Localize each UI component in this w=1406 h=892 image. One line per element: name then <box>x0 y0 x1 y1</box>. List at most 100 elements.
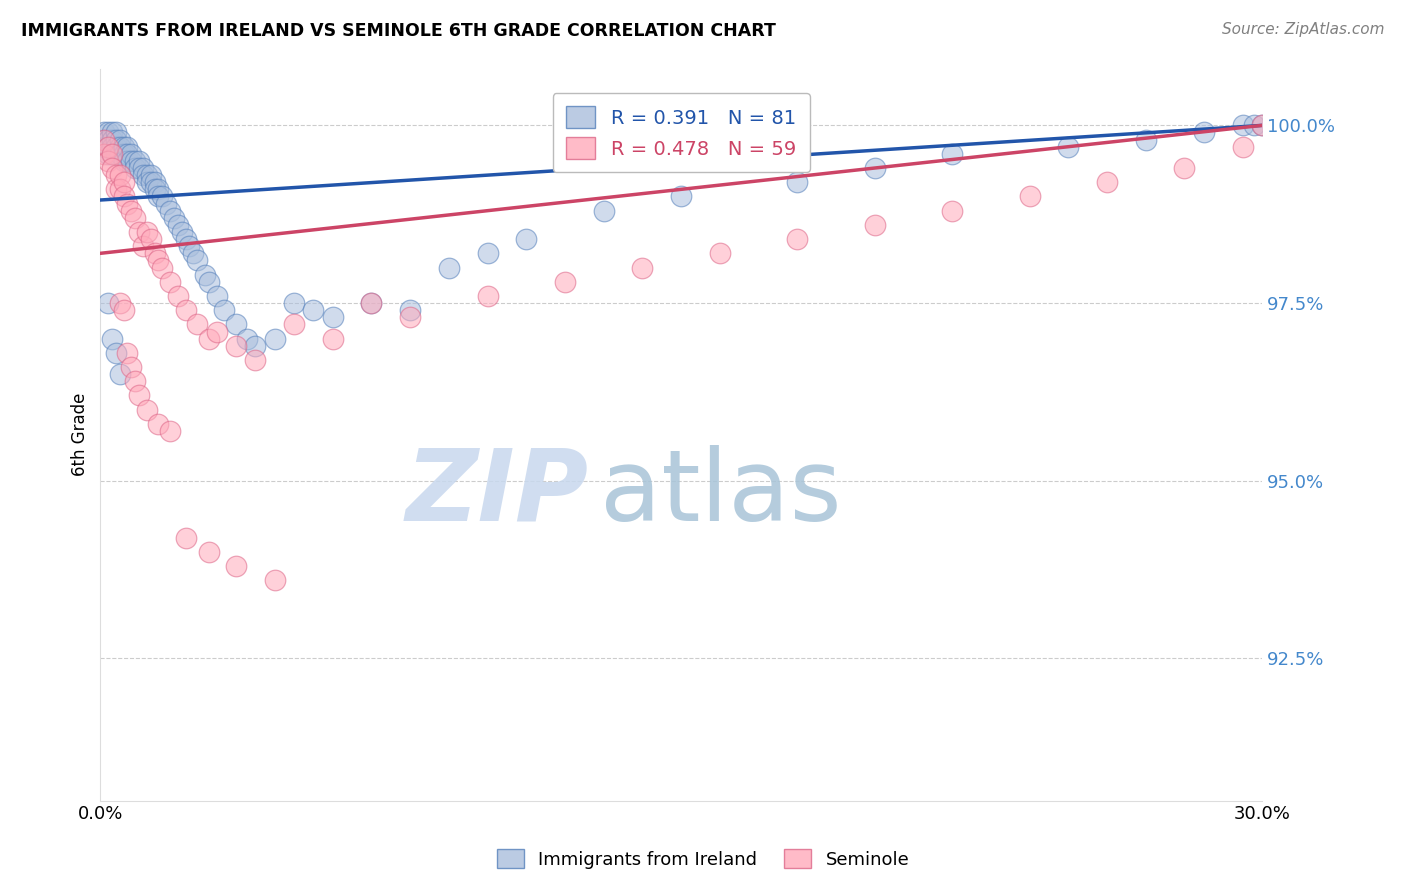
Point <box>148 189 170 203</box>
Point <box>101 146 124 161</box>
Point <box>135 168 157 182</box>
Point <box>150 260 173 275</box>
Point <box>104 182 127 196</box>
Point <box>263 332 285 346</box>
Point <box>97 139 120 153</box>
Point <box>477 246 499 260</box>
Point <box>322 332 344 346</box>
Point <box>166 289 188 303</box>
Point <box>104 168 127 182</box>
Point <box>128 388 150 402</box>
Point <box>179 239 201 253</box>
Point <box>283 318 305 332</box>
Point <box>132 161 155 175</box>
Point <box>97 146 120 161</box>
Point <box>97 153 120 168</box>
Point <box>101 132 124 146</box>
Point <box>155 196 177 211</box>
Point <box>108 146 131 161</box>
Point <box>104 126 127 140</box>
Point <box>120 153 142 168</box>
Point <box>360 296 382 310</box>
Point <box>863 161 886 175</box>
Point <box>128 225 150 239</box>
Point <box>1018 189 1040 203</box>
Point <box>117 139 139 153</box>
Point <box>399 310 422 325</box>
Point <box>93 126 115 140</box>
Point <box>554 275 576 289</box>
Point <box>1232 139 1254 153</box>
Point <box>174 303 197 318</box>
Point <box>120 146 142 161</box>
Point <box>205 289 228 303</box>
Point <box>1251 119 1274 133</box>
Text: Source: ZipAtlas.com: Source: ZipAtlas.com <box>1222 22 1385 37</box>
Point <box>143 175 166 189</box>
Point <box>97 296 120 310</box>
Point <box>159 203 181 218</box>
Point <box>148 253 170 268</box>
Point <box>97 126 120 140</box>
Point <box>101 139 124 153</box>
Point <box>360 296 382 310</box>
Point <box>143 246 166 260</box>
Point <box>1173 161 1195 175</box>
Point <box>112 175 135 189</box>
Point <box>93 146 115 161</box>
Point <box>139 168 162 182</box>
Point <box>197 332 219 346</box>
Point <box>181 246 204 260</box>
Point <box>197 545 219 559</box>
Point <box>135 175 157 189</box>
Text: atlas: atlas <box>600 444 841 541</box>
Point <box>166 218 188 232</box>
Point <box>148 182 170 196</box>
Point <box>128 153 150 168</box>
Point <box>108 139 131 153</box>
Point <box>112 189 135 203</box>
Point <box>225 339 247 353</box>
Point <box>120 359 142 374</box>
Point <box>132 168 155 182</box>
Point <box>205 325 228 339</box>
Point <box>170 225 193 239</box>
Point <box>1135 132 1157 146</box>
Point <box>112 153 135 168</box>
Point <box>197 275 219 289</box>
Legend: R = 0.391   N = 81, R = 0.478   N = 59: R = 0.391 N = 81, R = 0.478 N = 59 <box>553 93 810 172</box>
Point <box>101 161 124 175</box>
Point <box>104 146 127 161</box>
Point <box>322 310 344 325</box>
Point <box>477 289 499 303</box>
Point <box>786 175 808 189</box>
Point <box>132 239 155 253</box>
Point <box>120 203 142 218</box>
Point <box>135 402 157 417</box>
Point <box>1243 119 1265 133</box>
Point <box>709 246 731 260</box>
Point <box>186 318 208 332</box>
Point <box>101 146 124 161</box>
Point <box>399 303 422 318</box>
Point <box>1232 119 1254 133</box>
Y-axis label: 6th Grade: 6th Grade <box>72 392 89 476</box>
Point <box>124 211 146 225</box>
Text: ZIP: ZIP <box>405 444 588 541</box>
Point <box>236 332 259 346</box>
Point <box>117 153 139 168</box>
Point <box>117 196 139 211</box>
Point <box>186 253 208 268</box>
Point <box>592 203 614 218</box>
Point <box>263 574 285 588</box>
Point <box>108 182 131 196</box>
Point <box>148 417 170 431</box>
Point <box>1095 175 1118 189</box>
Point <box>669 189 692 203</box>
Point <box>101 332 124 346</box>
Point <box>1192 126 1215 140</box>
Point <box>108 296 131 310</box>
Point <box>515 232 537 246</box>
Point <box>139 175 162 189</box>
Point <box>1251 119 1274 133</box>
